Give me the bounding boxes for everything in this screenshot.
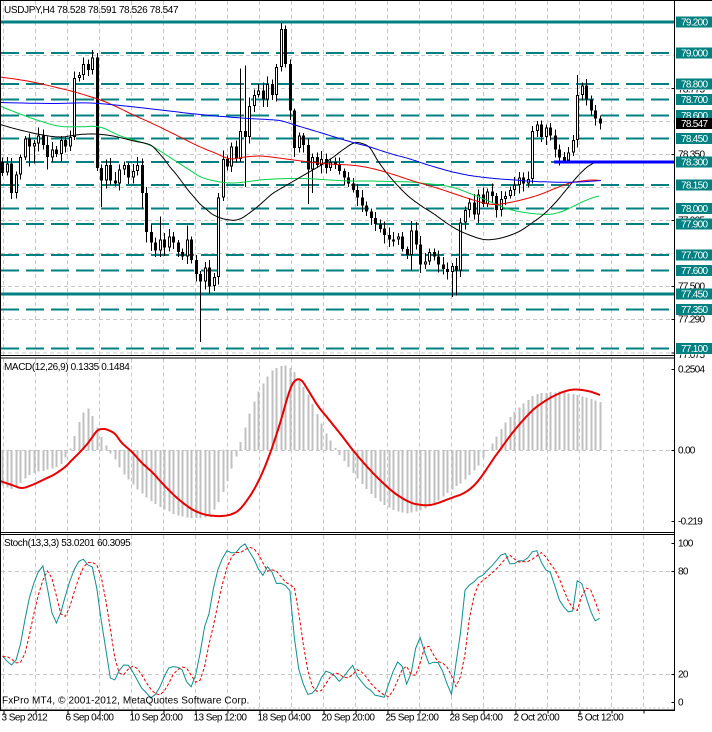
svg-text:77.450: 77.450	[681, 290, 709, 301]
svg-text:78.700: 78.700	[681, 95, 709, 106]
svg-text:77.100: 77.100	[681, 344, 709, 355]
svg-text:5 Oct 12:00: 5 Oct 12:00	[578, 713, 625, 724]
svg-text:80: 80	[678, 567, 689, 578]
svg-text:28 Sep 04:00: 28 Sep 04:00	[450, 713, 504, 724]
svg-text:-0.219: -0.219	[678, 517, 703, 528]
svg-text:77.925: 77.925	[678, 216, 706, 227]
svg-text:20: 20	[678, 670, 689, 681]
svg-text:78.600: 78.600	[681, 111, 709, 122]
svg-text:79.200: 79.200	[681, 18, 709, 29]
svg-text:100: 100	[678, 539, 694, 550]
svg-text:78.150: 78.150	[681, 181, 709, 192]
svg-text:0: 0	[678, 698, 684, 709]
svg-text:78.350: 78.350	[678, 150, 706, 161]
svg-text:78.800: 78.800	[681, 80, 709, 91]
svg-text:77.350: 77.350	[681, 305, 709, 316]
svg-text:FxPro MT4, © 2001-2012, MetaQu: FxPro MT4, © 2001-2012, MetaQuotes Softw…	[2, 696, 249, 707]
svg-text:13 Sep 12:00: 13 Sep 12:00	[194, 713, 248, 724]
svg-text:USDJPY,H4 78.528 78.591 78.52: USDJPY,H4 78.528 78.591 78.526 78.547	[4, 5, 179, 16]
svg-text:18 Sep 04:00: 18 Sep 04:00	[258, 713, 312, 724]
svg-text:0.00: 0.00	[678, 446, 696, 457]
svg-text:2 Oct 20:00: 2 Oct 20:00	[514, 713, 561, 724]
svg-text:77.600: 77.600	[681, 266, 709, 277]
svg-text:10 Sep 20:00: 10 Sep 20:00	[130, 713, 184, 724]
svg-text:25 Sep 12:00: 25 Sep 12:00	[386, 713, 440, 724]
svg-text:77.290: 77.290	[678, 315, 706, 326]
svg-text:77.900: 77.900	[681, 220, 709, 231]
svg-text:0.2504: 0.2504	[678, 365, 706, 376]
svg-text:78.547: 78.547	[681, 119, 709, 130]
svg-text:77.075: 77.075	[678, 350, 706, 361]
svg-text:3 Sep 2012: 3 Sep 2012	[2, 713, 49, 724]
svg-text:77.500: 77.500	[678, 282, 706, 293]
svg-text:MACD(12,26,9) 0.1335 0.1484: MACD(12,26,9) 0.1335 0.1484	[4, 362, 130, 373]
svg-text:78.775: 78.775	[678, 85, 706, 96]
svg-text:Stoch(13,3,3) 53.0201 60.3095: Stoch(13,3,3) 53.0201 60.3095	[4, 538, 131, 549]
svg-text:6 Sep 04:00: 6 Sep 04:00	[66, 713, 115, 724]
svg-text:79.000: 79.000	[681, 49, 709, 60]
svg-text:77.700: 77.700	[681, 251, 709, 262]
svg-text:20 Sep 20:00: 20 Sep 20:00	[322, 713, 376, 724]
svg-text:78.450: 78.450	[681, 134, 709, 145]
svg-text:78.300: 78.300	[681, 157, 709, 168]
svg-text:78.000: 78.000	[681, 204, 709, 215]
